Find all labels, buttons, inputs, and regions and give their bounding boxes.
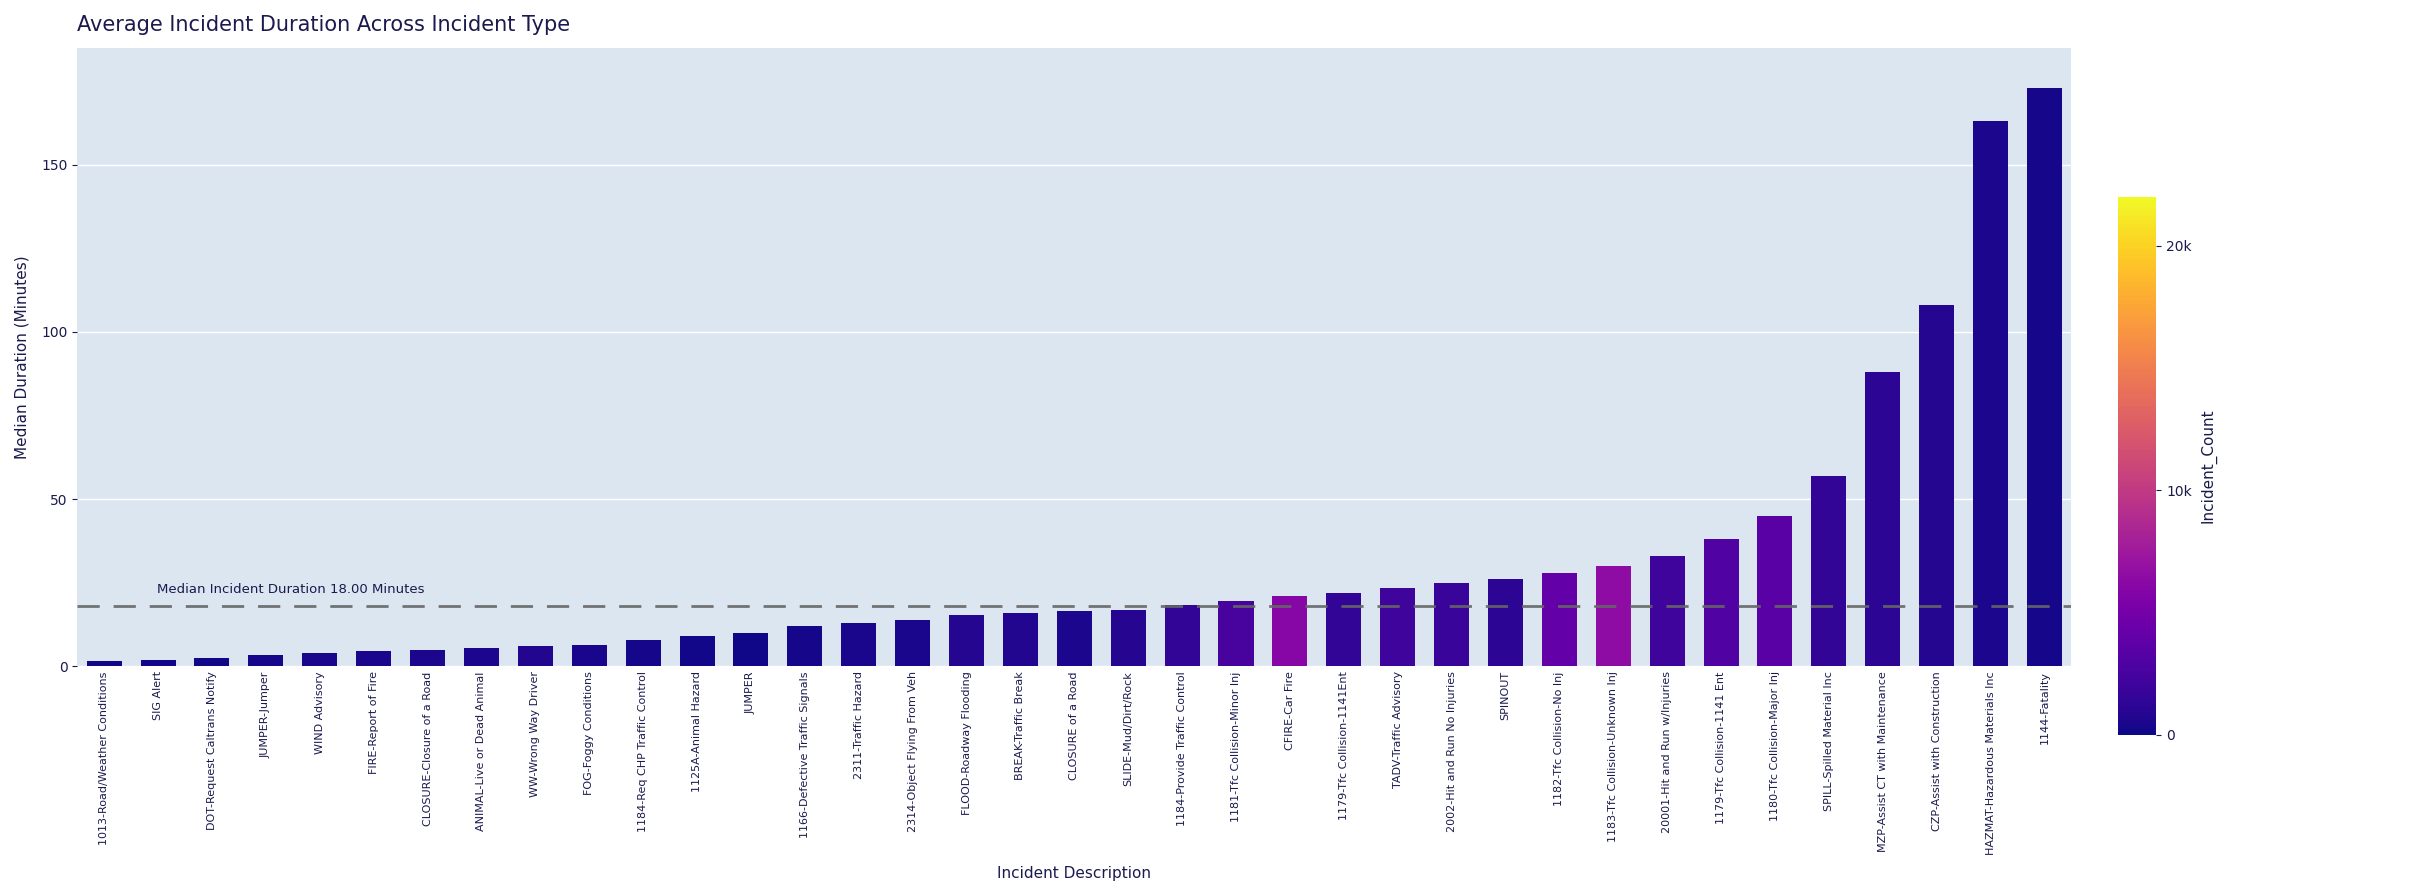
- Bar: [1003, 613, 1037, 667]
- Bar: [140, 659, 176, 667]
- Bar: [1218, 601, 1254, 667]
- Bar: [1541, 573, 1577, 667]
- Bar: [463, 648, 499, 667]
- Y-axis label: Incident_Count: Incident_Count: [2200, 409, 2217, 523]
- Bar: [733, 633, 769, 667]
- Bar: [1327, 593, 1360, 667]
- Bar: [1056, 611, 1093, 667]
- Bar: [1703, 539, 1739, 667]
- Bar: [1811, 476, 1845, 667]
- Bar: [87, 661, 121, 667]
- Bar: [1920, 306, 1954, 667]
- Bar: [625, 640, 661, 667]
- X-axis label: Incident Description: Incident Description: [996, 866, 1151, 881]
- Bar: [572, 644, 608, 667]
- Bar: [1650, 556, 1684, 667]
- Bar: [786, 626, 822, 667]
- Bar: [195, 658, 229, 667]
- Text: Average Incident Duration Across Incident Type: Average Incident Duration Across Inciden…: [77, 15, 569, 35]
- Bar: [1488, 580, 1522, 667]
- Bar: [357, 651, 391, 667]
- Bar: [1864, 372, 1901, 667]
- Bar: [842, 623, 876, 667]
- Bar: [948, 615, 984, 667]
- Bar: [1380, 588, 1416, 667]
- Bar: [1435, 582, 1469, 667]
- Text: Median Incident Duration 18.00 Minutes: Median Incident Duration 18.00 Minutes: [157, 583, 425, 596]
- Bar: [519, 646, 552, 667]
- Bar: [895, 619, 931, 667]
- Bar: [1973, 121, 2009, 667]
- Bar: [248, 655, 282, 667]
- Bar: [302, 653, 338, 667]
- Y-axis label: Median Duration (Minutes): Median Duration (Minutes): [14, 255, 29, 459]
- Bar: [1110, 609, 1146, 667]
- Bar: [2026, 88, 2062, 667]
- Bar: [680, 636, 714, 667]
- Bar: [1165, 605, 1199, 667]
- Bar: [410, 650, 446, 667]
- Bar: [1274, 596, 1307, 667]
- Bar: [1758, 516, 1792, 667]
- Bar: [1597, 566, 1631, 667]
